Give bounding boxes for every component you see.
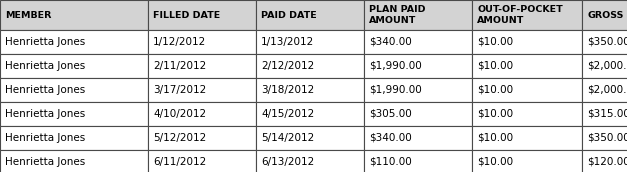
Bar	[0, 102, 148, 126]
Bar	[0, 150, 148, 172]
Text: 5/12/2012: 5/12/2012	[153, 133, 206, 143]
Bar	[256, 78, 364, 102]
Bar	[364, 150, 472, 172]
Text: $1,990.00: $1,990.00	[369, 85, 422, 95]
Text: $10.00: $10.00	[477, 37, 513, 47]
Bar	[0, 78, 148, 102]
Bar	[472, 126, 582, 150]
Bar	[582, 78, 627, 102]
Bar	[582, 54, 627, 78]
Text: $2,000.00: $2,000.00	[587, 85, 627, 95]
Text: 3/17/2012: 3/17/2012	[153, 85, 206, 95]
Bar	[0, 30, 148, 54]
Bar	[256, 126, 364, 150]
Text: $110.00: $110.00	[369, 157, 412, 167]
Text: 2/11/2012: 2/11/2012	[153, 61, 206, 71]
Text: $10.00: $10.00	[477, 133, 513, 143]
Bar	[472, 150, 582, 172]
Text: Henrietta Jones: Henrietta Jones	[5, 133, 85, 143]
Bar	[582, 150, 627, 172]
Text: PLAN PAID
AMOUNT: PLAN PAID AMOUNT	[369, 5, 426, 25]
Text: $10.00: $10.00	[477, 61, 513, 71]
Bar	[0, 0, 148, 30]
Text: Henrietta Jones: Henrietta Jones	[5, 157, 85, 167]
Bar	[364, 78, 472, 102]
Bar	[148, 150, 256, 172]
Bar	[0, 54, 148, 78]
Text: $1,990.00: $1,990.00	[369, 61, 422, 71]
Bar	[148, 0, 256, 30]
Bar	[582, 0, 627, 30]
Bar	[472, 0, 582, 30]
Text: $2,000.00: $2,000.00	[587, 61, 627, 71]
Bar	[364, 102, 472, 126]
Bar	[148, 102, 256, 126]
Bar	[472, 54, 582, 78]
Bar	[148, 30, 256, 54]
Bar	[148, 78, 256, 102]
Text: $10.00: $10.00	[477, 109, 513, 119]
Text: Henrietta Jones: Henrietta Jones	[5, 109, 85, 119]
Bar	[148, 54, 256, 78]
Text: 6/11/2012: 6/11/2012	[153, 157, 206, 167]
Text: $340.00: $340.00	[369, 37, 412, 47]
Text: Henrietta Jones: Henrietta Jones	[5, 61, 85, 71]
Text: $10.00: $10.00	[477, 157, 513, 167]
Bar	[582, 30, 627, 54]
Bar	[256, 102, 364, 126]
Text: Henrietta Jones: Henrietta Jones	[5, 85, 85, 95]
Text: $350.00: $350.00	[587, 133, 627, 143]
Text: OUT-OF-POCKET
AMOUNT: OUT-OF-POCKET AMOUNT	[477, 5, 563, 25]
Text: GROSS: GROSS	[587, 10, 623, 19]
Text: $340.00: $340.00	[369, 133, 412, 143]
Bar	[0, 126, 148, 150]
Text: 1/12/2012: 1/12/2012	[153, 37, 206, 47]
Text: 4/15/2012: 4/15/2012	[261, 109, 314, 119]
Text: $10.00: $10.00	[477, 85, 513, 95]
Bar	[256, 54, 364, 78]
Bar	[472, 30, 582, 54]
Text: $315.00: $315.00	[587, 109, 627, 119]
Bar	[582, 102, 627, 126]
Bar	[148, 126, 256, 150]
Text: Henrietta Jones: Henrietta Jones	[5, 37, 85, 47]
Bar	[364, 30, 472, 54]
Bar	[364, 54, 472, 78]
Bar	[256, 150, 364, 172]
Text: 6/13/2012: 6/13/2012	[261, 157, 314, 167]
Text: 4/10/2012: 4/10/2012	[153, 109, 206, 119]
Text: MEMBER: MEMBER	[5, 10, 51, 19]
Bar	[472, 102, 582, 126]
Text: 3/18/2012: 3/18/2012	[261, 85, 314, 95]
Bar	[582, 126, 627, 150]
Bar	[364, 126, 472, 150]
Text: PAID DATE: PAID DATE	[261, 10, 317, 19]
Text: 5/14/2012: 5/14/2012	[261, 133, 314, 143]
Text: $120.00: $120.00	[587, 157, 627, 167]
Bar	[472, 78, 582, 102]
Bar	[256, 30, 364, 54]
Bar	[256, 0, 364, 30]
Bar	[364, 0, 472, 30]
Text: 2/12/2012: 2/12/2012	[261, 61, 314, 71]
Text: $305.00: $305.00	[369, 109, 412, 119]
Text: FILLED DATE: FILLED DATE	[153, 10, 220, 19]
Text: $350.00: $350.00	[587, 37, 627, 47]
Text: 1/13/2012: 1/13/2012	[261, 37, 314, 47]
